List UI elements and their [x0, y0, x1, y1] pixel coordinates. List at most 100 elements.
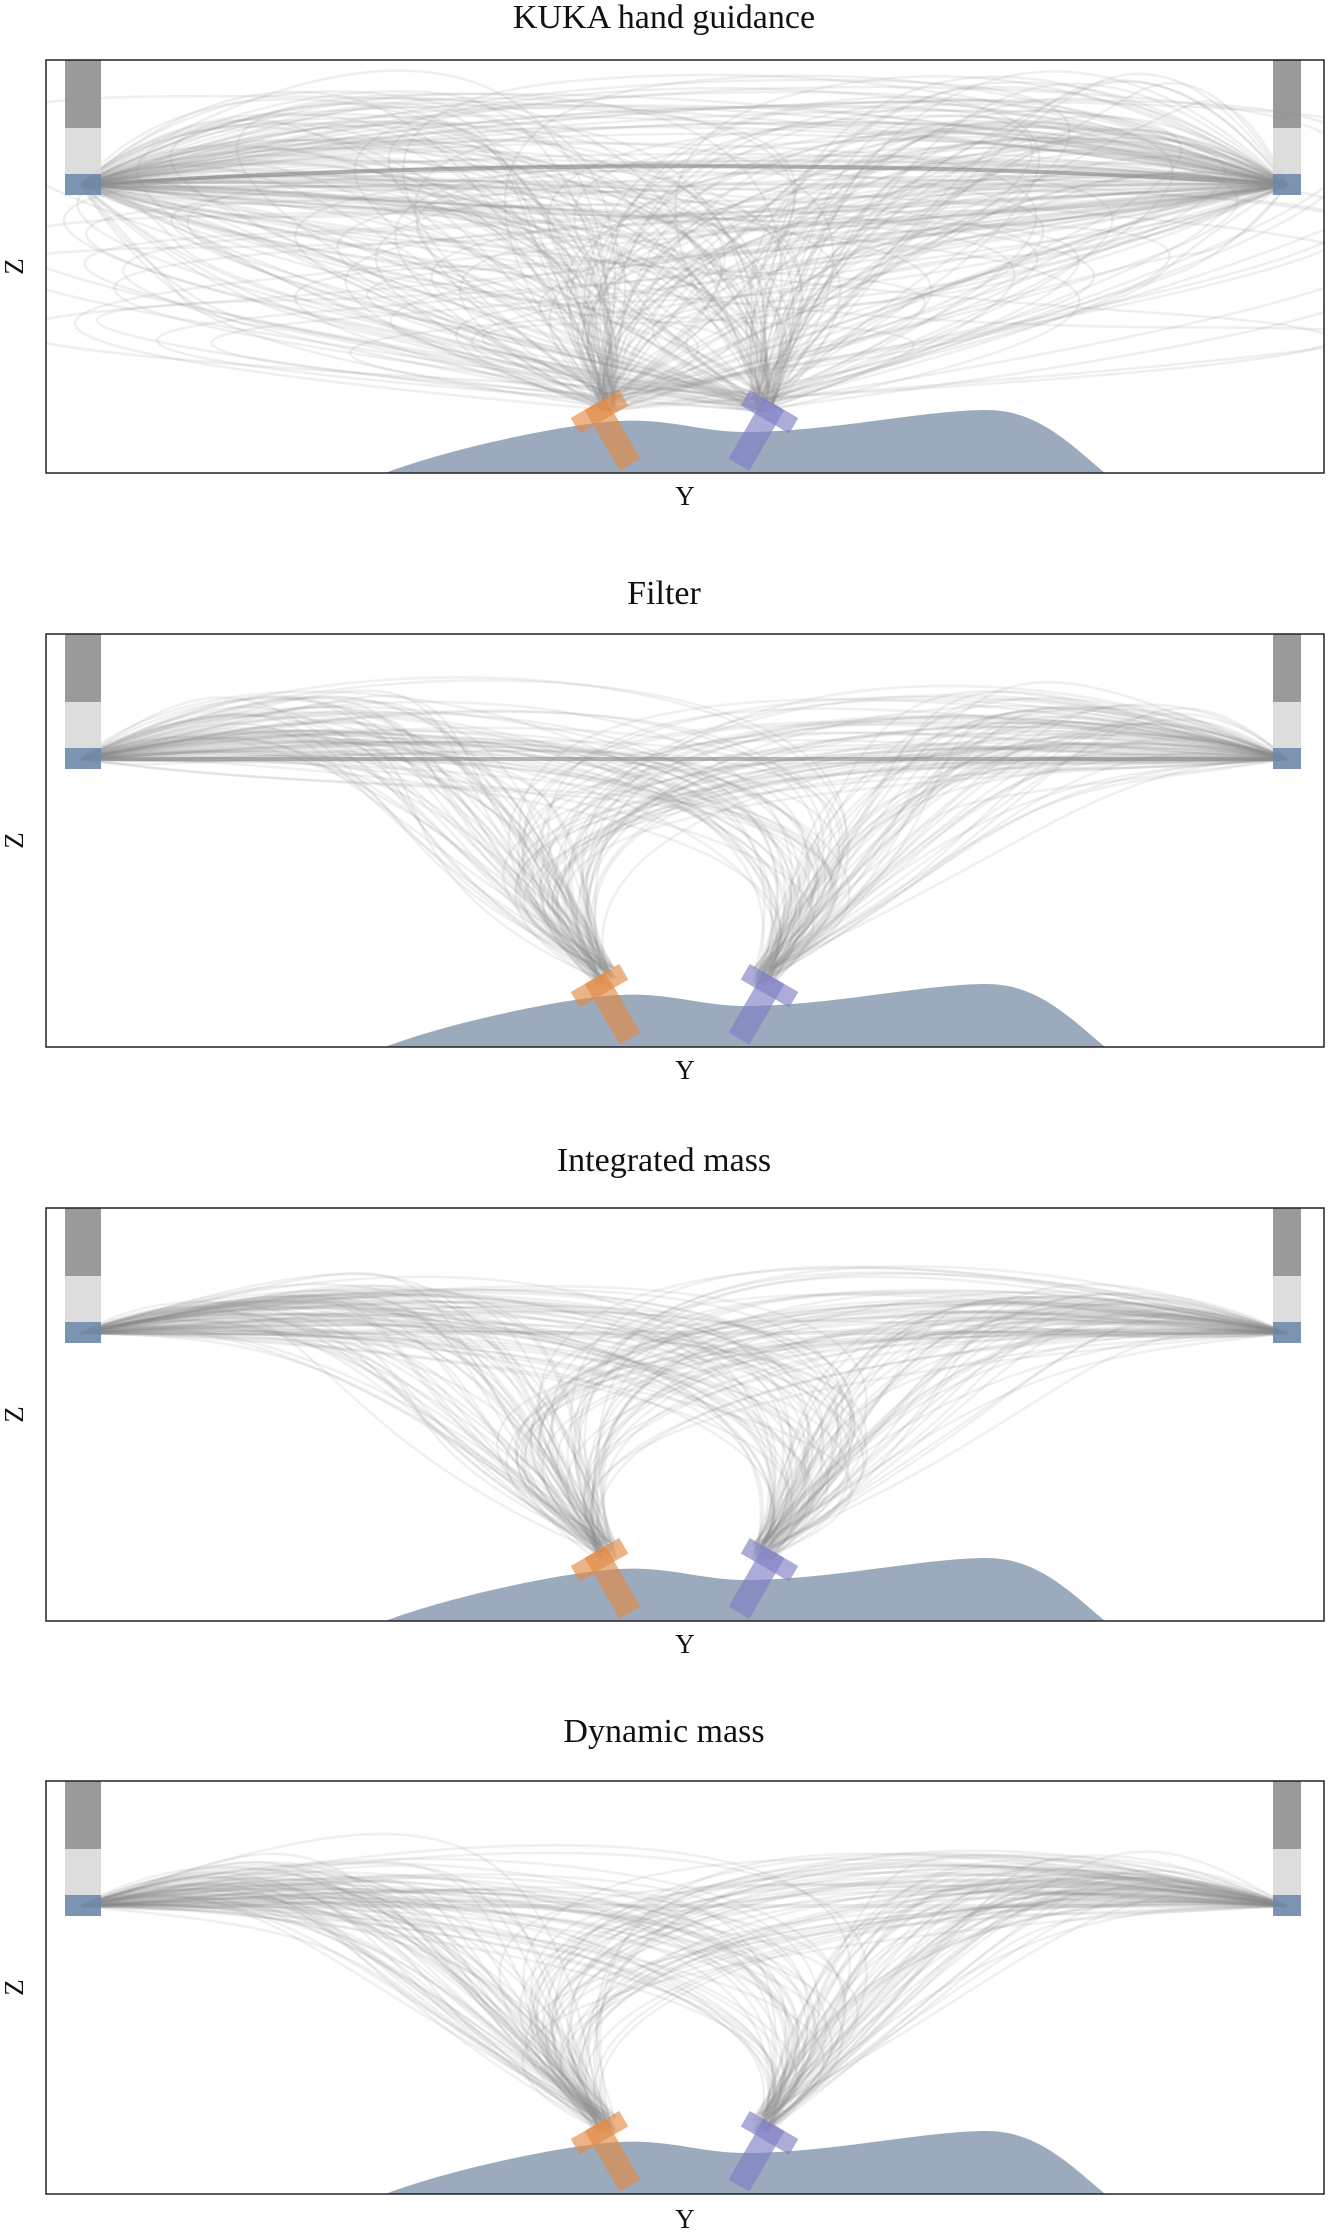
- trajectory: [80, 173, 770, 404]
- trajectory: [608, 183, 1288, 399]
- trajectory: [518, 698, 1288, 971]
- trajectory: [80, 739, 833, 969]
- trajectory: [80, 169, 1324, 403]
- tower-base: [65, 174, 101, 195]
- trajectory: [80, 1331, 615, 1550]
- trajectory: [767, 1870, 1288, 2119]
- trajectory: [481, 183, 1288, 414]
- trajectory: [598, 1900, 1288, 2127]
- trajectory: [769, 1331, 1288, 1544]
- trajectory: [80, 1886, 778, 2122]
- trajectory: [524, 1904, 1288, 2131]
- trajectory: [80, 1284, 609, 1545]
- trajectory: [80, 1871, 615, 2131]
- trajectory: [80, 183, 933, 400]
- trajectory: [80, 1870, 784, 2133]
- trajectory: [592, 1312, 1288, 1544]
- trajectory: [294, 154, 1288, 404]
- trajectory: [753, 1307, 1288, 1544]
- tower-base: [65, 1895, 101, 1916]
- trajectory: [80, 105, 1174, 401]
- trajectory: [763, 707, 1288, 988]
- tower-base: [1273, 748, 1301, 769]
- trajectory: [770, 757, 1288, 969]
- trajectory: [674, 75, 1288, 402]
- trajectory: [771, 183, 1288, 409]
- trajectory: [80, 1901, 614, 2135]
- trajectory: [759, 1313, 1288, 1560]
- trajectory: [767, 712, 1288, 975]
- trajectory: [80, 1288, 853, 1545]
- trajectory: [756, 1857, 1288, 2131]
- trajectory: [587, 1878, 1288, 2124]
- trajectory: [766, 1850, 1288, 2134]
- trajectory: [80, 1878, 774, 2119]
- trajectory: [80, 165, 795, 410]
- trajectory: [764, 1321, 1288, 1560]
- trajectory: [80, 739, 786, 979]
- trajectory: [582, 1313, 1288, 1545]
- trajectory: [80, 1311, 852, 1550]
- trajectory: [80, 699, 607, 987]
- trajectory: [80, 90, 602, 402]
- trajectory: [80, 109, 1183, 412]
- trajectory: [80, 1892, 598, 2122]
- trajectory: [564, 757, 1288, 970]
- trajectory: [529, 1311, 1288, 1557]
- trajectory: [532, 1871, 1288, 2134]
- trajectory: [565, 183, 1288, 394]
- trajectory: [515, 1298, 1288, 1561]
- trajectory: [80, 183, 926, 406]
- trajectory: [46, 183, 1288, 408]
- trajectory: [755, 706, 1288, 970]
- trajectory: [80, 1303, 868, 1549]
- tool-stem: [728, 2118, 785, 2192]
- trajectory: [596, 1331, 1288, 1553]
- trajectory: [753, 1296, 1288, 1552]
- trajectory: [753, 171, 1288, 395]
- trajectory: [80, 757, 783, 971]
- trajectory: [80, 181, 768, 400]
- trajectory: [611, 85, 1288, 400]
- trajectory: [590, 729, 1288, 980]
- trajectory: [80, 689, 609, 972]
- trajectory: [545, 1885, 1288, 2131]
- trajectory: [80, 1313, 598, 1546]
- trajectory: [80, 1873, 821, 2130]
- trajectory: [80, 159, 775, 404]
- trajectory: [597, 183, 1288, 403]
- trajectory: [80, 1311, 605, 1547]
- trajectory: [80, 733, 616, 979]
- trajectory: [80, 1331, 604, 1562]
- trajectory: [80, 1320, 794, 1551]
- trajectory: [547, 1901, 1288, 2117]
- trajectory: [767, 183, 1288, 409]
- trajectory: [80, 184, 611, 398]
- trajectory: [80, 732, 793, 982]
- trajectory: [765, 1295, 1288, 1547]
- trajectory: [518, 749, 1288, 969]
- trajectory: [531, 747, 1288, 984]
- trajectory: [765, 72, 1289, 396]
- trajectory: [753, 1904, 1288, 2132]
- trajectory: [80, 1318, 600, 1553]
- trajectory: [612, 183, 1288, 395]
- trajectory: [80, 1306, 852, 1559]
- trajectory: [763, 184, 1288, 395]
- trajectory: [594, 1319, 1288, 1549]
- trajectory: [538, 183, 1288, 412]
- trajectory: [80, 1887, 796, 2133]
- trajectory: [585, 718, 1288, 983]
- trajectory: [614, 127, 1288, 402]
- tool-stem: [728, 1545, 785, 1619]
- trajectory: [756, 1331, 1288, 1553]
- trajectory: [80, 137, 759, 400]
- trajectory: [759, 1872, 1288, 2135]
- trajectory: [597, 1275, 1288, 1558]
- trajectory: [763, 1294, 1288, 1543]
- trajectory: [765, 1310, 1288, 1553]
- plot-area: [46, 60, 1324, 473]
- trajectory: [754, 757, 1288, 985]
- trajectory: [80, 1324, 605, 1552]
- tower-dark: [65, 1781, 101, 1849]
